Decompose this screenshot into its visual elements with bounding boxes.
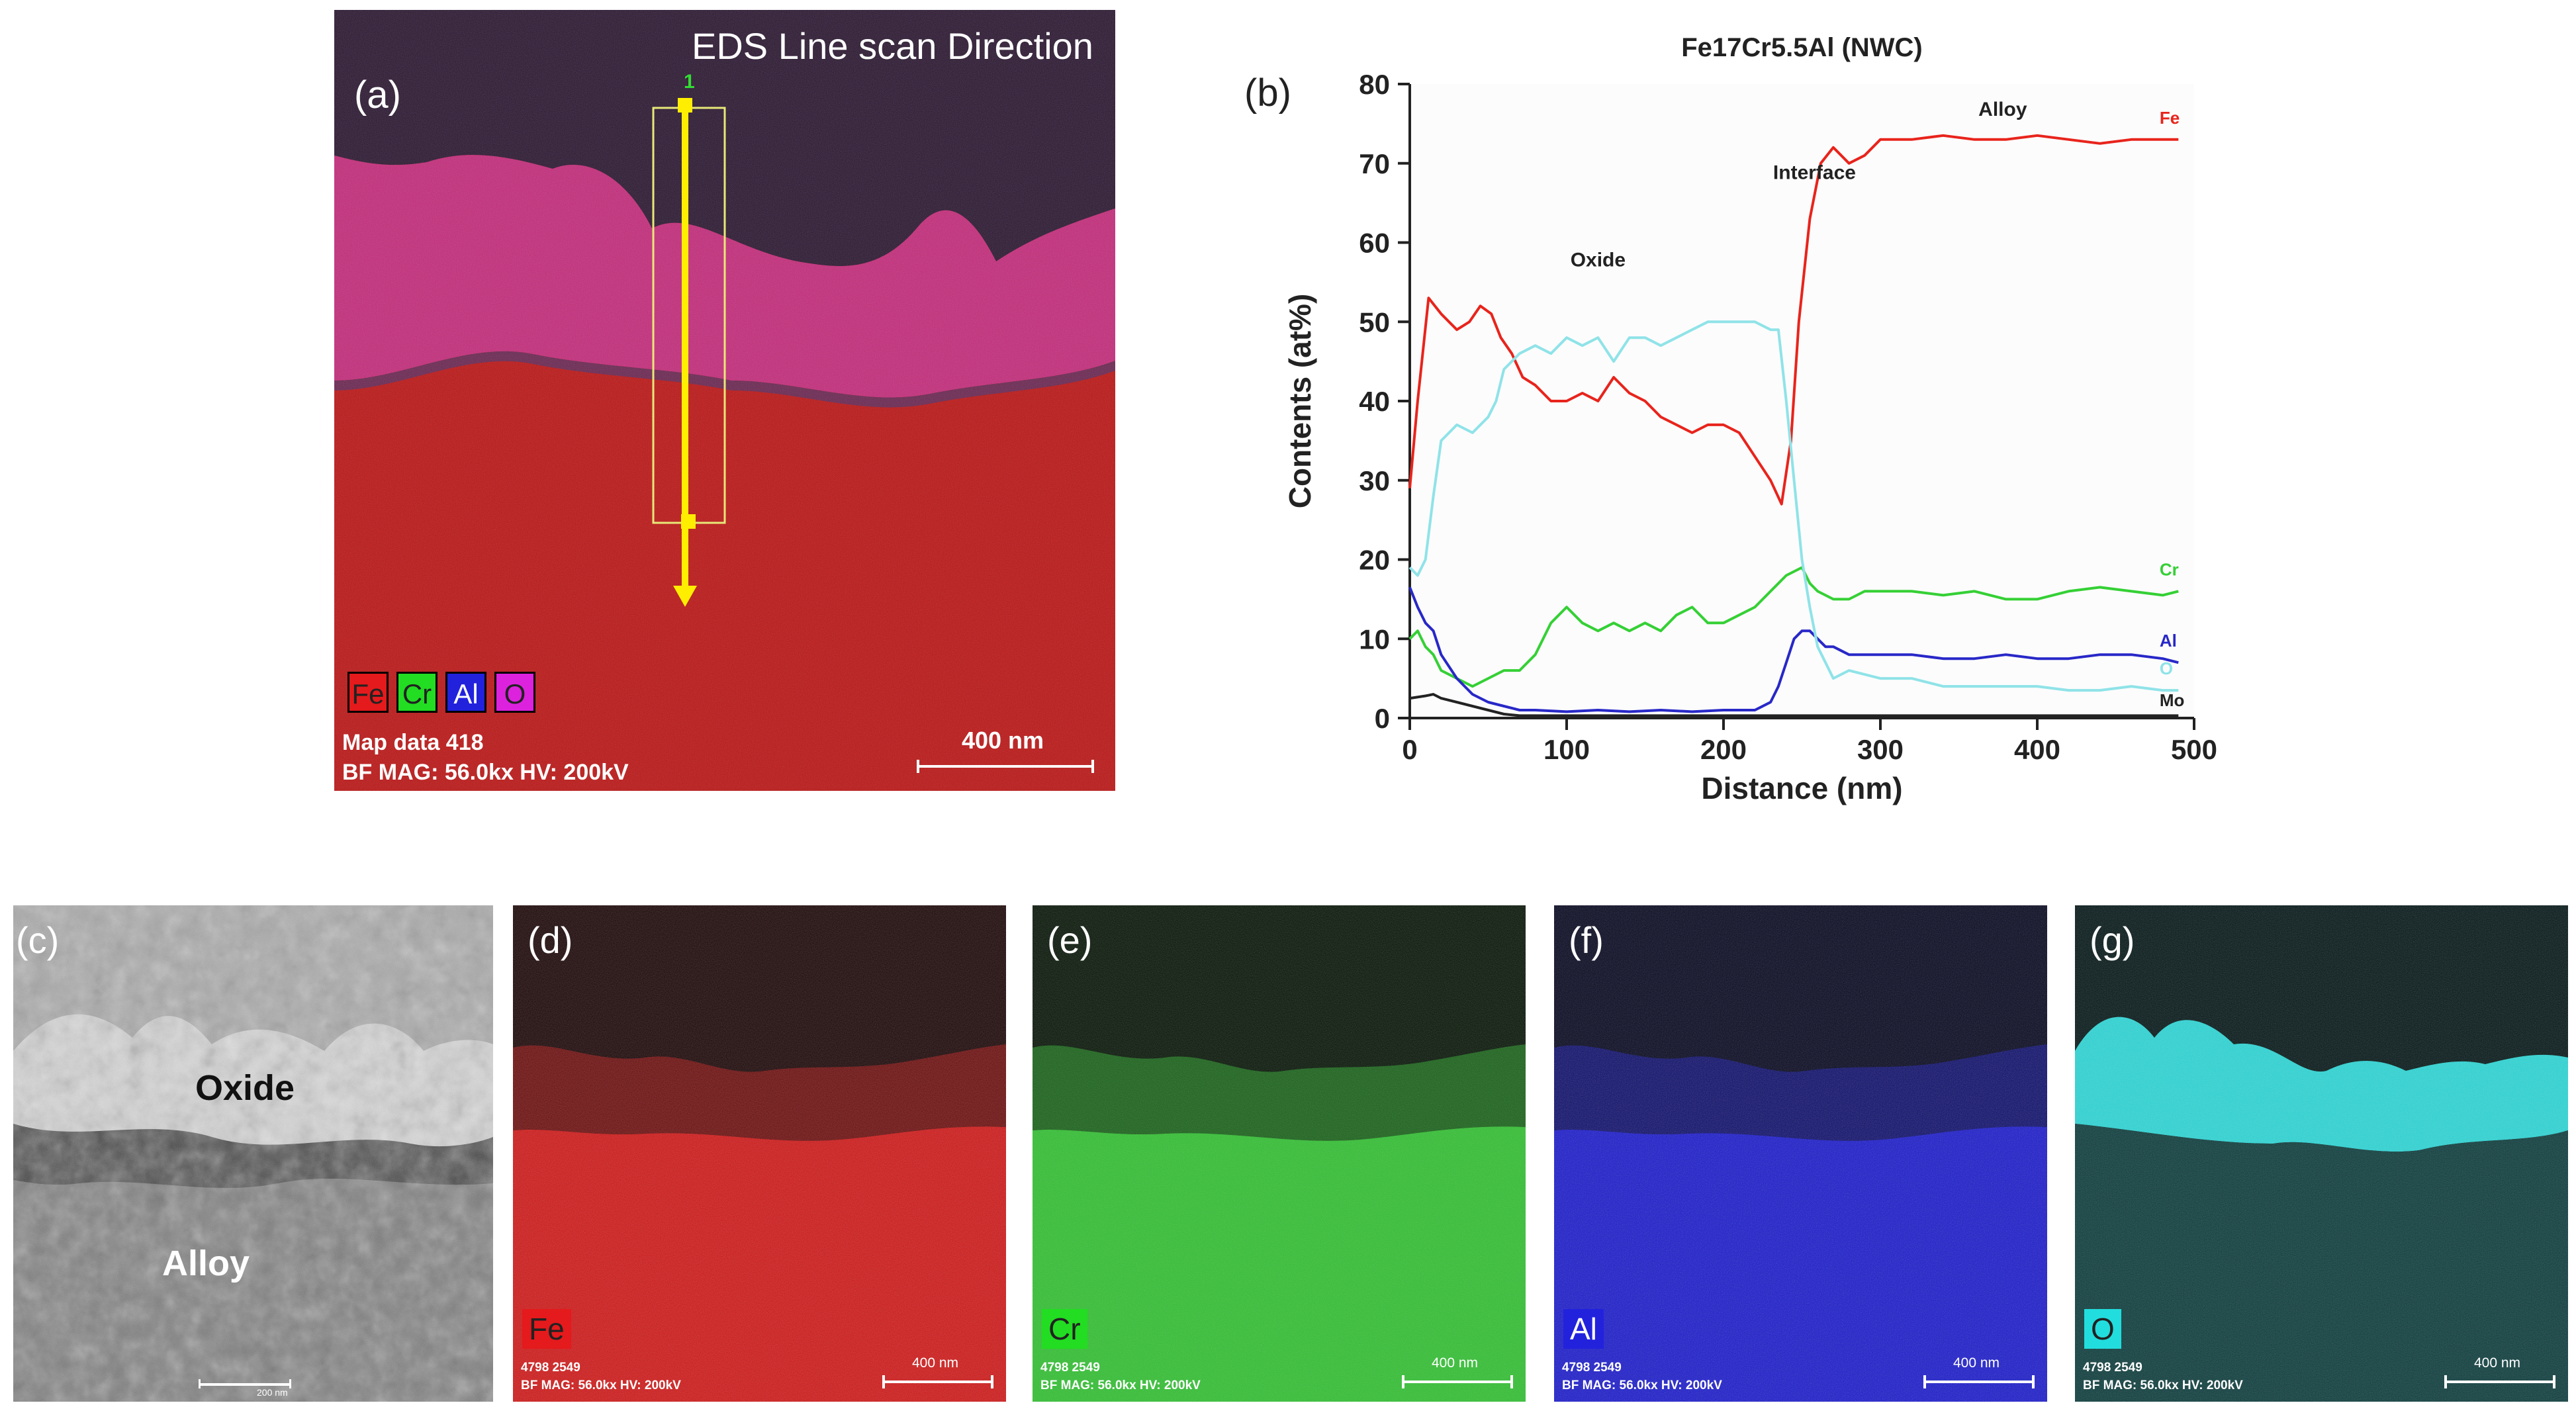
- y-tick-label: 60: [1359, 228, 1390, 259]
- y-tick-label: 70: [1359, 148, 1390, 179]
- panel-f-id: 4798 2549: [1562, 1361, 1622, 1375]
- annotation-oxide: Oxide: [1571, 249, 1626, 271]
- panel-f-al-map: (f) Al 4798 2549 BF MAG: 56.0kx HV: 200kV 40…: [1554, 905, 2047, 1402]
- annotation-interface: Interface: [1773, 162, 1856, 184]
- x-tick-label: 100: [1543, 734, 1590, 765]
- x-axis-label: Distance (nm): [1701, 771, 1902, 805]
- series-label-cr: Cr: [2160, 559, 2179, 579]
- panel-f-meta: BF MAG: 56.0kx HV: 200kV: [1562, 1379, 1722, 1392]
- element-badge-al: Al: [1563, 1309, 1604, 1349]
- panel-d-image: [513, 905, 1006, 1402]
- panel-e-image: [1033, 905, 1526, 1402]
- line-scan-chart: 0 10 20 30 40 50 60 70 80 0 100 200 300 400 500 Fe17Cr5…: [1283, 33, 2217, 805]
- panel-f-scale-bar: [1923, 1375, 2035, 1388]
- element-badge-fe: Fe: [522, 1309, 571, 1349]
- panel-g-meta: BF MAG: 56.0kx HV: 200kV: [2083, 1379, 2243, 1392]
- panel-g-id: 4798 2549: [2083, 1361, 2142, 1375]
- panel-a-meta1: Map data 418: [342, 730, 484, 755]
- scan-marker-label: 1: [684, 71, 695, 93]
- x-tick-label: 200: [1700, 734, 1747, 765]
- panel-a-image: [334, 10, 1115, 791]
- panel-e-scale-label: 400 nm: [1431, 1355, 1479, 1371]
- panel-b-chart: (b) 0 10 20 30 40 50 60 70 80 0 100 200 300 400 500 Fe1…: [1218, 10, 2290, 831]
- panel-f-scale-label: 400 nm: [1953, 1355, 2000, 1371]
- panel-f-label: (f): [1569, 919, 1604, 961]
- panel-d-fe-map: (d) Fe 4798 2549 BF MAG: 56.0kx HV: 200kV 40…: [513, 905, 1006, 1402]
- panel-a-eds-map: (a) EDS Line scan Direction 1 Map data 4…: [334, 10, 1115, 791]
- panel-d-label: (d): [528, 919, 573, 961]
- panel-a-label: (a): [354, 73, 401, 116]
- panel-c-bf-image: (c) Oxide Alloy 200 nm: [13, 905, 493, 1402]
- chart-title: Fe17Cr5.5Al (NWC): [1681, 33, 1923, 62]
- panel-a-meta2: BF MAG: 56.0kx HV: 200kV: [342, 760, 629, 785]
- panel-e-id: 4798 2549: [1040, 1361, 1100, 1375]
- legend-cr: Cr: [396, 672, 437, 713]
- element-badge-o: O: [2084, 1309, 2121, 1349]
- panel-c-scale-label: 200 nm: [257, 1387, 288, 1398]
- panel-g-image: [2075, 905, 2568, 1402]
- series-line-o: [1408, 320, 2179, 692]
- panel-e-cr-map: (e) Cr 4798 2549 BF MAG: 56.0kx HV: 200kV 40…: [1033, 905, 1526, 1402]
- panel-e-meta: BF MAG: 56.0kx HV: 200kV: [1040, 1379, 1201, 1392]
- x-tick-label: 400: [2014, 734, 2060, 765]
- legend-al: Al: [445, 672, 486, 713]
- series-line-fe: [1408, 134, 2179, 506]
- oxide-label: Oxide: [195, 1068, 295, 1108]
- legend-fe: Fe: [347, 672, 389, 713]
- panel-d-scale-label: 400 nm: [911, 1355, 959, 1371]
- panel-d-scale-bar: [882, 1375, 993, 1388]
- y-tick-label: 30: [1359, 465, 1390, 496]
- y-tick-label: 50: [1359, 306, 1390, 338]
- y-axis-label: Contents (at%): [1283, 294, 1317, 509]
- panel-d-id: 4798 2549: [521, 1361, 580, 1375]
- y-tick-label: 10: [1359, 623, 1390, 655]
- x-tick-label: 0: [1402, 734, 1417, 765]
- series-line-cr: [1408, 566, 2179, 688]
- y-tick-label: 40: [1359, 386, 1390, 417]
- x-tick-label: 300: [1857, 734, 1904, 765]
- series-label-al: Al: [2160, 631, 2177, 651]
- panel-g-scale-bar: [2444, 1375, 2555, 1388]
- panel-f-image: [1554, 905, 2047, 1402]
- plot-area: [1410, 84, 2194, 718]
- panel-d-meta: BF MAG: 56.0kx HV: 200kV: [521, 1379, 681, 1392]
- panel-a-title: EDS Line scan Direction: [692, 25, 1093, 67]
- series-line-mo: [1409, 693, 2179, 717]
- panel-a-scale-label: 400 nm: [961, 727, 1044, 754]
- series-label-fe: Fe: [2160, 108, 2180, 128]
- panel-g-label: (g): [2090, 919, 2135, 961]
- panel-e-label: (e): [1047, 919, 1093, 961]
- y-tick-label: 20: [1359, 545, 1390, 576]
- annotation-alloy: Alloy: [1978, 99, 2027, 120]
- series-line-al: [1408, 586, 2179, 713]
- element-badge-cr: Cr: [1042, 1309, 1087, 1349]
- panel-e-scale-bar: [1402, 1375, 1513, 1388]
- legend-o: O: [494, 672, 535, 713]
- panel-g-scale-label: 400 nm: [2473, 1355, 2521, 1371]
- alloy-label: Alloy: [162, 1244, 250, 1283]
- series-label-o: O: [2160, 658, 2173, 678]
- panel-b-label: (b): [1244, 71, 1291, 114]
- x-tick-label: 500: [2171, 734, 2217, 765]
- y-tick-label: 80: [1359, 69, 1390, 100]
- panel-c-label: (c): [16, 919, 60, 961]
- y-tick-label: 0: [1375, 703, 1390, 734]
- panel-a-scale-bar: [917, 760, 1094, 773]
- panel-g-o-map: (g) O 4798 2549 BF MAG: 56.0kx HV: 200kV 400…: [2075, 905, 2568, 1402]
- series-label-mo: Mo: [2160, 690, 2185, 710]
- panel-c-image: [13, 905, 493, 1402]
